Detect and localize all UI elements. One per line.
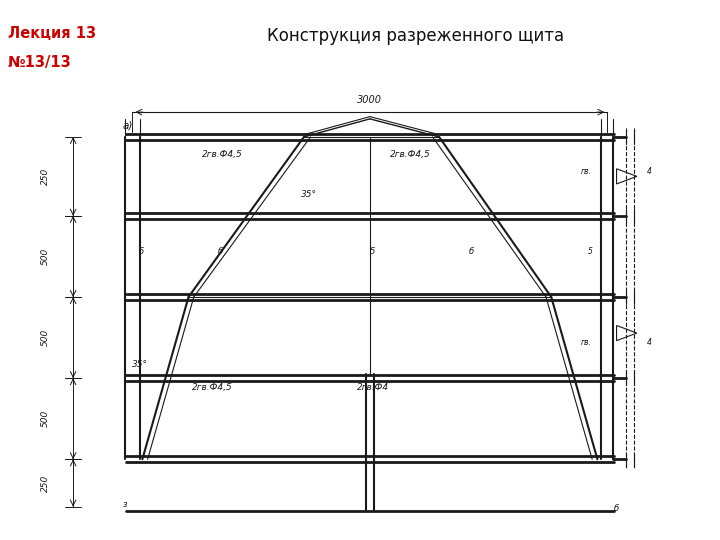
Text: б: б	[218, 247, 223, 256]
Text: б: б	[614, 504, 619, 514]
Text: з: з	[122, 500, 127, 509]
Text: гв.: гв.	[581, 338, 592, 347]
Text: 500: 500	[41, 410, 50, 427]
Text: 5: 5	[139, 247, 145, 256]
Text: 2гв.Ф4: 2гв.Ф4	[356, 383, 389, 391]
Text: 35°: 35°	[301, 190, 317, 199]
Text: 2гв.Ф4,5: 2гв.Ф4,5	[192, 383, 233, 391]
Text: б: б	[469, 247, 474, 256]
Text: 4: 4	[647, 167, 652, 177]
Text: 5: 5	[588, 247, 593, 256]
Text: 35°: 35°	[132, 360, 148, 369]
Text: 2гв.Ф4,5: 2гв.Ф4,5	[390, 151, 431, 159]
Text: 500: 500	[41, 329, 50, 346]
Text: а): а)	[122, 120, 133, 131]
Text: 4: 4	[647, 338, 652, 347]
Text: 250: 250	[41, 168, 50, 185]
Text: Конструкция разреженного щита: Конструкция разреженного щита	[267, 28, 564, 45]
Text: 2гв.Ф4,5: 2гв.Ф4,5	[202, 151, 243, 159]
Text: 5: 5	[370, 247, 375, 256]
Text: 3000: 3000	[357, 96, 382, 105]
Text: 500: 500	[41, 248, 50, 265]
Text: гв.: гв.	[581, 167, 592, 177]
Text: Лекция 13: Лекция 13	[8, 25, 96, 40]
Text: 250: 250	[41, 474, 50, 491]
Text: №13/13: №13/13	[8, 55, 71, 70]
